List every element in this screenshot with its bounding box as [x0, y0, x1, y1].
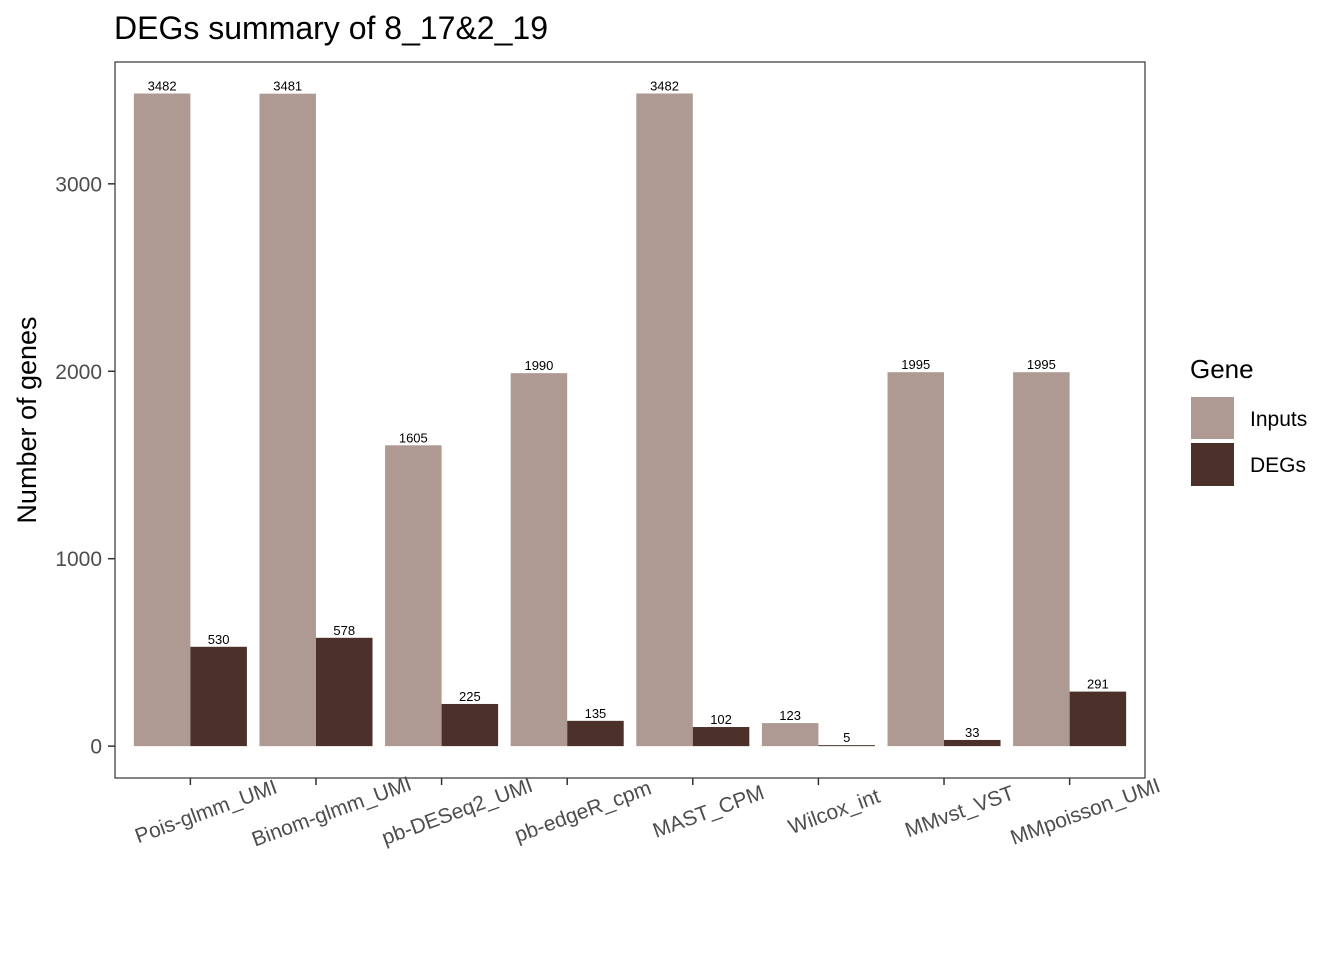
- bar-inputs-pb-deseq2-umi: [385, 445, 442, 747]
- data-label-inputs-pb-edger-cpm: 1990: [524, 358, 553, 373]
- x-tick-label-pb-edger-cpm: pb-edgeR_cpm: [512, 777, 655, 848]
- data-label-degs-mast-cpm: 102: [710, 712, 732, 727]
- y-tick-label-1000: 1000: [55, 548, 102, 571]
- data-label-degs-mmpoisson-umi: 291: [1087, 677, 1109, 692]
- bar-inputs-mast-cpm: [636, 93, 693, 747]
- data-label-inputs-wilcox-int: 123: [779, 708, 801, 723]
- bar-inputs-mmpoisson-umi: [1013, 372, 1070, 747]
- x-tick-label-mmvst-vst: MMvst_VST: [902, 781, 1017, 842]
- data-label-degs-wilcox-int: 5: [843, 730, 850, 745]
- y-axis-title: Number of genes: [12, 316, 42, 523]
- x-tick-label-mast-cpm: MAST_CPM: [650, 781, 768, 843]
- bar-degs-mmvst-vst: [944, 739, 1001, 747]
- data-label-inputs-mmpoisson-umi: 1995: [1027, 357, 1056, 372]
- chart-title: DEGs summary of 8_17&2_19: [114, 10, 548, 46]
- legend-title: Gene: [1190, 354, 1254, 384]
- legend: Gene Inputs DEGs: [1190, 354, 1307, 486]
- y-tick-label-0: 0: [90, 736, 102, 759]
- bar-inputs-pois-glmm-umi: [133, 93, 191, 747]
- data-label-degs-pois-glmm-umi: 530: [208, 632, 230, 647]
- bar-inputs-binom-glmm-umi: [259, 93, 316, 747]
- legend-key-degs: [1191, 443, 1234, 486]
- legend-key-inputs: [1191, 397, 1234, 439]
- data-label-degs-pb-edger-cpm: 135: [585, 706, 607, 721]
- bar-degs-pb-edger-cpm: [567, 720, 624, 747]
- data-label-inputs-mmvst-vst: 1995: [901, 357, 930, 372]
- bar-degs-pois-glmm-umi: [190, 646, 247, 747]
- legend-label-degs: DEGs: [1250, 454, 1306, 477]
- y-tick-label-2000: 2000: [55, 361, 102, 384]
- x-tick-label-mmpoisson-umi: MMpoisson_UMI: [1007, 774, 1163, 849]
- data-label-degs-binom-glmm-umi: 578: [333, 623, 355, 638]
- bar-degs-wilcox-int: [818, 745, 875, 747]
- data-label-inputs-pb-deseq2-umi: 1605: [399, 430, 428, 445]
- y-tick-label-3000: 3000: [55, 173, 102, 196]
- legend-label-inputs: Inputs: [1250, 408, 1307, 431]
- data-label-inputs-pois-glmm-umi: 3482: [148, 78, 177, 93]
- data-label-degs-mmvst-vst: 33: [965, 725, 979, 740]
- bar-degs-binom-glmm-umi: [315, 637, 373, 747]
- bar-inputs-mmvst-vst: [887, 372, 945, 747]
- bar-inputs-wilcox-int: [761, 723, 819, 747]
- bar-degs-pb-deseq2-umi: [441, 703, 499, 747]
- data-label-inputs-mast-cpm: 3482: [650, 78, 679, 93]
- bar-degs-mmpoisson-umi: [1069, 691, 1127, 747]
- bar-degs-mast-cpm: [692, 727, 750, 747]
- data-label-degs-pb-deseq2-umi: 225: [459, 689, 481, 704]
- bar-inputs-pb-edger-cpm: [510, 373, 568, 747]
- bars-layer: [133, 93, 1127, 747]
- data-label-inputs-binom-glmm-umi: 3481: [273, 79, 302, 94]
- data-labels-layer: 3482 530 3481 578 1605 225 1990 135 3482 102 123 5 1…: [148, 78, 1109, 745]
- x-tick-label-wilcox-int: Wilcox_int: [785, 785, 883, 839]
- y-axis: 0 1000 2000 3000: [55, 173, 115, 759]
- x-axis: Pois-glmm_UMIBinom-glmm_UMIpb-DESeq2_UMI…: [132, 772, 1163, 851]
